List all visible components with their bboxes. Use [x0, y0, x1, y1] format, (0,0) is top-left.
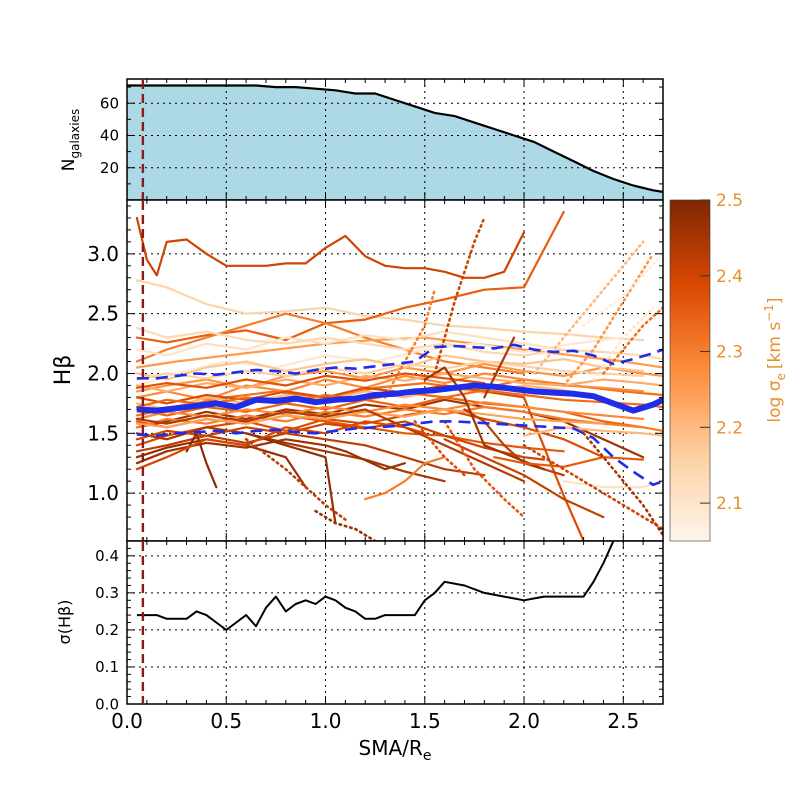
galaxy-profiles — [135, 210, 663, 541]
galaxy-profile-line — [245, 432, 337, 525]
galaxy-profile-line — [423, 366, 545, 471]
bottom-frame — [126, 540, 664, 705]
y-axis-labels: Ngalaxies Hβ σ(Hβ) — [51, 109, 82, 645]
x-tick-label: 2.5 — [607, 709, 639, 733]
top-ticks: 20 40 60 — [100, 79, 664, 201]
galaxy-count-fill — [127, 85, 663, 200]
upper-percentile-line — [136, 343, 663, 380]
galaxy-profile-line — [135, 354, 645, 381]
galaxy-profile-line — [135, 438, 406, 471]
y-tick-label: 2.5 — [87, 302, 119, 326]
galaxy-profile-line — [522, 444, 663, 531]
galaxy-profile-line — [135, 408, 605, 429]
y-tick-label: 1.5 — [87, 421, 119, 445]
galaxy-profile-line — [135, 384, 585, 541]
y-tick-label: 2.0 — [87, 361, 119, 385]
colorbar-tick-label: 2.5 — [716, 191, 743, 211]
median-line — [136, 382, 663, 414]
galaxy-profile-line — [383, 288, 436, 399]
galaxy-profile-line — [135, 372, 486, 389]
galaxy-profile-line — [135, 384, 605, 411]
galaxy-profile-line — [433, 216, 486, 375]
galaxy-profile-line — [532, 240, 645, 375]
x-axis-label: SMA/Re — [359, 736, 432, 764]
galaxy-profile-line — [135, 326, 663, 361]
y-tick-label: 0.0 — [95, 695, 119, 713]
bottom-ylabel: σ(Hβ) — [55, 600, 74, 645]
bottom-ticks: 0.0 0.1 0.2 0.3 0.4 0.0 0.5 1.0 1.5 2.0 2.5 — [95, 540, 664, 733]
galaxy-profile-line — [135, 216, 526, 279]
y-tick-label: 0.1 — [95, 658, 119, 676]
bottom-panel: 0.0 0.1 0.2 0.3 0.4 0.0 0.5 1.0 1.5 2.0 2.5 — [95, 540, 664, 733]
y-tick-label: 3.0 — [87, 242, 119, 266]
galaxy-profile-line — [582, 252, 663, 327]
galaxy-profile-line — [443, 438, 605, 519]
x-tick-label: 1.0 — [310, 709, 342, 733]
galaxy-profile-line — [562, 252, 655, 387]
galaxy-profile-line — [135, 408, 526, 483]
colorbar-frame — [669, 199, 711, 542]
middle-ylabel: Hβ — [51, 355, 76, 386]
y-tick-label: 0.2 — [95, 621, 119, 639]
y-tick-label: 40 — [100, 127, 119, 145]
colorbar-gradient — [670, 200, 710, 541]
galaxy-profile-line — [135, 312, 526, 375]
galaxy-count-area — [127, 84, 663, 200]
galaxy-profile-line — [185, 432, 218, 489]
x-tick-label: 0.0 — [111, 709, 143, 733]
colorbar-tick-label: 2.1 — [716, 494, 743, 514]
y-tick-label: 1.0 — [87, 481, 119, 505]
galaxy-profile-line — [364, 456, 446, 501]
colorbar-tick-label: 2.2 — [716, 418, 743, 438]
scatter-profile — [136, 541, 615, 631]
middle-panel: 1.0 1.5 2.0 2.5 3.0 — [87, 199, 664, 542]
x-tick-label: 0.5 — [210, 709, 242, 733]
galaxy-count-line — [127, 84, 663, 193]
top-ylabel: Ngalaxies — [59, 109, 82, 171]
galaxy-profile-line — [314, 509, 377, 541]
top-panel: 20 40 60 — [100, 78, 664, 201]
galaxy-profile-line — [244, 438, 347, 521]
galaxy-profile-line — [135, 420, 545, 461]
x-tick-label: 2.0 — [508, 709, 540, 733]
median-profiles — [136, 343, 663, 487]
galaxy-profile-line — [443, 420, 526, 519]
y-tick-label: 0.3 — [95, 584, 119, 602]
galaxy-profile-line — [135, 210, 565, 344]
colorbar: 2.1 2.2 2.3 2.4 2.5 log σe[km s−1] — [669, 191, 788, 542]
galaxy-profile-line — [493, 456, 645, 468]
galaxy-profile-line — [135, 279, 645, 342]
galaxy-profile-line — [135, 398, 645, 459]
galaxy-profile-line — [135, 360, 645, 381]
x-tick-label: 1.5 — [409, 709, 441, 733]
y-tick-label: 0.4 — [95, 547, 119, 565]
galaxy-profile-line — [582, 432, 663, 537]
y-tick-label: 20 — [100, 159, 119, 177]
galaxy-profile-line — [602, 306, 663, 375]
galaxy-profile-line — [413, 420, 466, 477]
colorbar-tick-label: 2.4 — [716, 267, 743, 287]
y-tick-label: 60 — [100, 94, 119, 112]
top-grid — [127, 79, 663, 200]
sigma-line — [136, 541, 615, 631]
lower-percentile-line — [136, 420, 663, 487]
colorbar-label: log σe[km s−1] — [762, 297, 788, 422]
colorbar-tick-label: 2.3 — [716, 343, 743, 363]
galaxy-profile-line — [135, 330, 605, 357]
galaxy-profile-line — [592, 306, 655, 381]
galaxy-profile-line — [522, 426, 663, 437]
